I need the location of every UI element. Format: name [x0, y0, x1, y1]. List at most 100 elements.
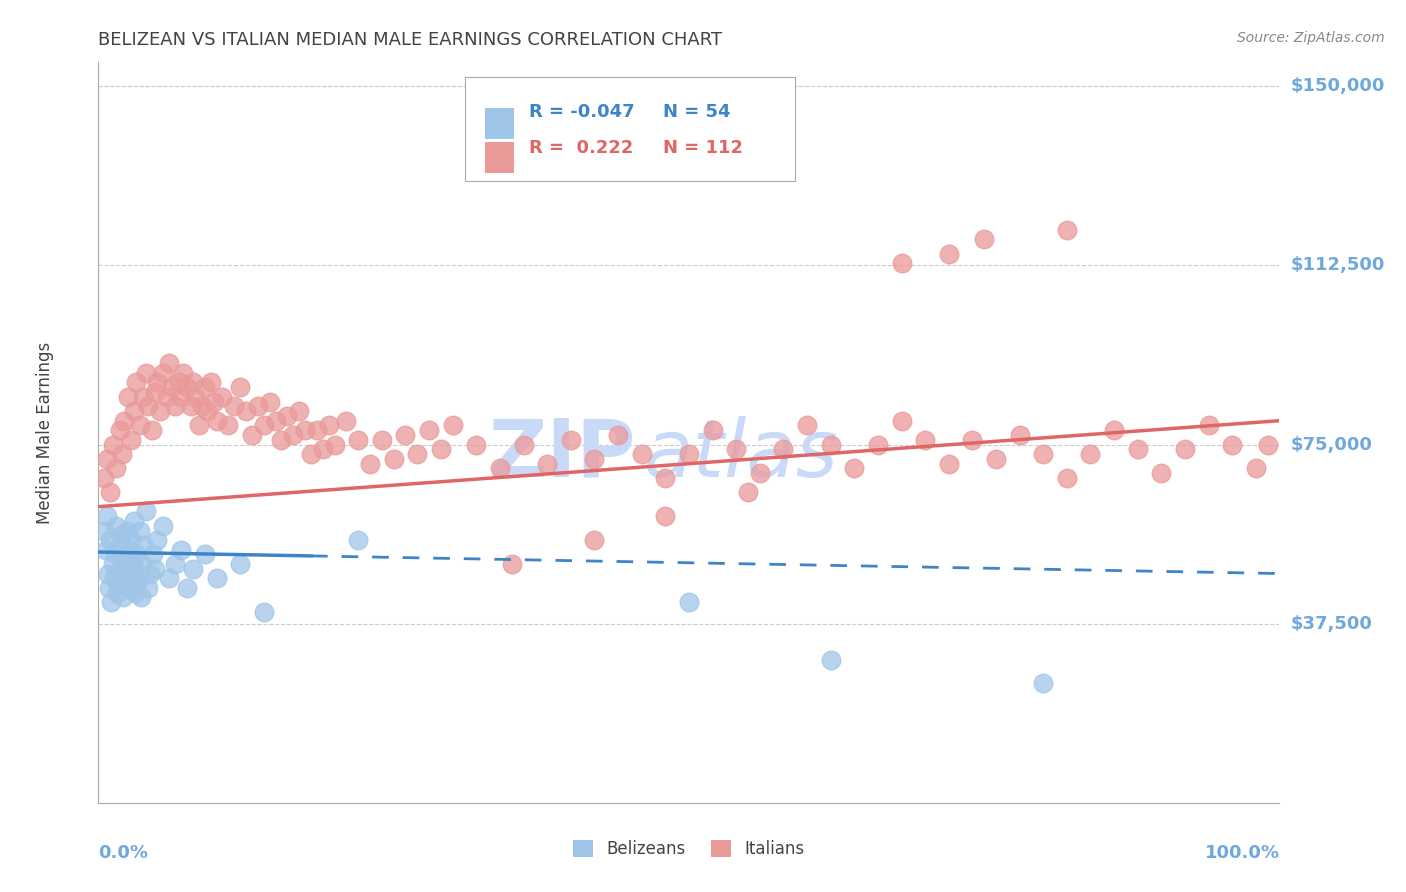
- Point: [156, 390, 179, 404]
- Text: R = -0.047: R = -0.047: [530, 103, 636, 120]
- Point: [152, 518, 174, 533]
- Point: [100, 595, 122, 609]
- Text: N = 54: N = 54: [664, 103, 731, 120]
- Point: [294, 423, 316, 437]
- Point: [143, 562, 166, 576]
- Point: [172, 366, 194, 380]
- Text: BELIZEAN VS ITALIAN MEDIAN MALE EARNINGS CORRELATION CHART: BELIZEAN VS ITALIAN MEDIAN MALE EARNINGS…: [98, 31, 723, 49]
- Point: [131, 557, 153, 571]
- Point: [560, 433, 582, 447]
- Point: [501, 557, 523, 571]
- Point: [253, 605, 276, 619]
- Point: [98, 485, 121, 500]
- Point: [127, 576, 149, 591]
- Point: [748, 467, 770, 481]
- Point: [224, 400, 246, 414]
- Text: atlas: atlas: [644, 416, 839, 494]
- Point: [170, 542, 193, 557]
- Point: [128, 524, 150, 538]
- Point: [96, 509, 118, 524]
- Point: [104, 548, 127, 562]
- Point: [283, 428, 305, 442]
- Point: [240, 428, 263, 442]
- Point: [796, 418, 818, 433]
- Point: [122, 514, 145, 528]
- Point: [270, 433, 292, 447]
- Point: [1198, 418, 1220, 433]
- Point: [105, 518, 128, 533]
- Point: [235, 404, 257, 418]
- Point: [194, 548, 217, 562]
- Point: [124, 585, 146, 599]
- Point: [128, 566, 150, 581]
- Point: [136, 581, 159, 595]
- Point: [98, 533, 121, 547]
- Text: Median Male Earnings: Median Male Earnings: [37, 342, 55, 524]
- Point: [1126, 442, 1149, 457]
- Point: [143, 384, 166, 399]
- Point: [160, 380, 183, 394]
- Point: [973, 232, 995, 246]
- Point: [128, 418, 150, 433]
- Point: [335, 414, 357, 428]
- Point: [120, 571, 142, 585]
- Point: [111, 528, 134, 542]
- Text: $37,500: $37,500: [1291, 615, 1372, 632]
- Point: [866, 437, 889, 451]
- Point: [195, 404, 218, 418]
- Point: [107, 576, 129, 591]
- Point: [108, 538, 131, 552]
- Point: [962, 433, 984, 447]
- Point: [305, 423, 328, 437]
- Point: [630, 447, 652, 461]
- Point: [200, 376, 222, 390]
- Point: [607, 428, 630, 442]
- Point: [1080, 447, 1102, 461]
- Point: [347, 533, 370, 547]
- Point: [121, 433, 143, 447]
- Point: [288, 404, 311, 418]
- Point: [93, 524, 115, 538]
- Point: [323, 437, 346, 451]
- Point: [890, 256, 912, 270]
- Point: [253, 418, 276, 433]
- Point: [914, 433, 936, 447]
- Point: [117, 581, 139, 595]
- Point: [318, 418, 340, 433]
- Point: [118, 542, 141, 557]
- Text: 100.0%: 100.0%: [1205, 845, 1279, 863]
- Point: [157, 571, 180, 585]
- Point: [111, 447, 134, 461]
- Point: [406, 447, 429, 461]
- Point: [125, 548, 148, 562]
- Point: [246, 400, 269, 414]
- Point: [938, 457, 960, 471]
- Bar: [485, 143, 515, 173]
- Point: [97, 566, 120, 581]
- Point: [583, 451, 606, 466]
- Point: [180, 400, 202, 414]
- Point: [132, 390, 155, 404]
- Text: 0.0%: 0.0%: [98, 845, 149, 863]
- Point: [167, 376, 190, 390]
- Point: [194, 380, 217, 394]
- Point: [121, 557, 143, 571]
- Point: [117, 390, 139, 404]
- Point: [1032, 447, 1054, 461]
- Point: [418, 423, 440, 437]
- Point: [176, 581, 198, 595]
- Point: [96, 451, 118, 466]
- Point: [101, 557, 124, 571]
- Point: [512, 437, 534, 451]
- Point: [101, 437, 124, 451]
- Point: [165, 400, 187, 414]
- Point: [181, 376, 204, 390]
- Point: [184, 390, 207, 404]
- Point: [844, 461, 866, 475]
- Point: [430, 442, 453, 457]
- Point: [114, 566, 136, 581]
- Point: [191, 400, 214, 414]
- Point: [146, 376, 169, 390]
- Point: [820, 652, 842, 666]
- Text: $150,000: $150,000: [1291, 78, 1385, 95]
